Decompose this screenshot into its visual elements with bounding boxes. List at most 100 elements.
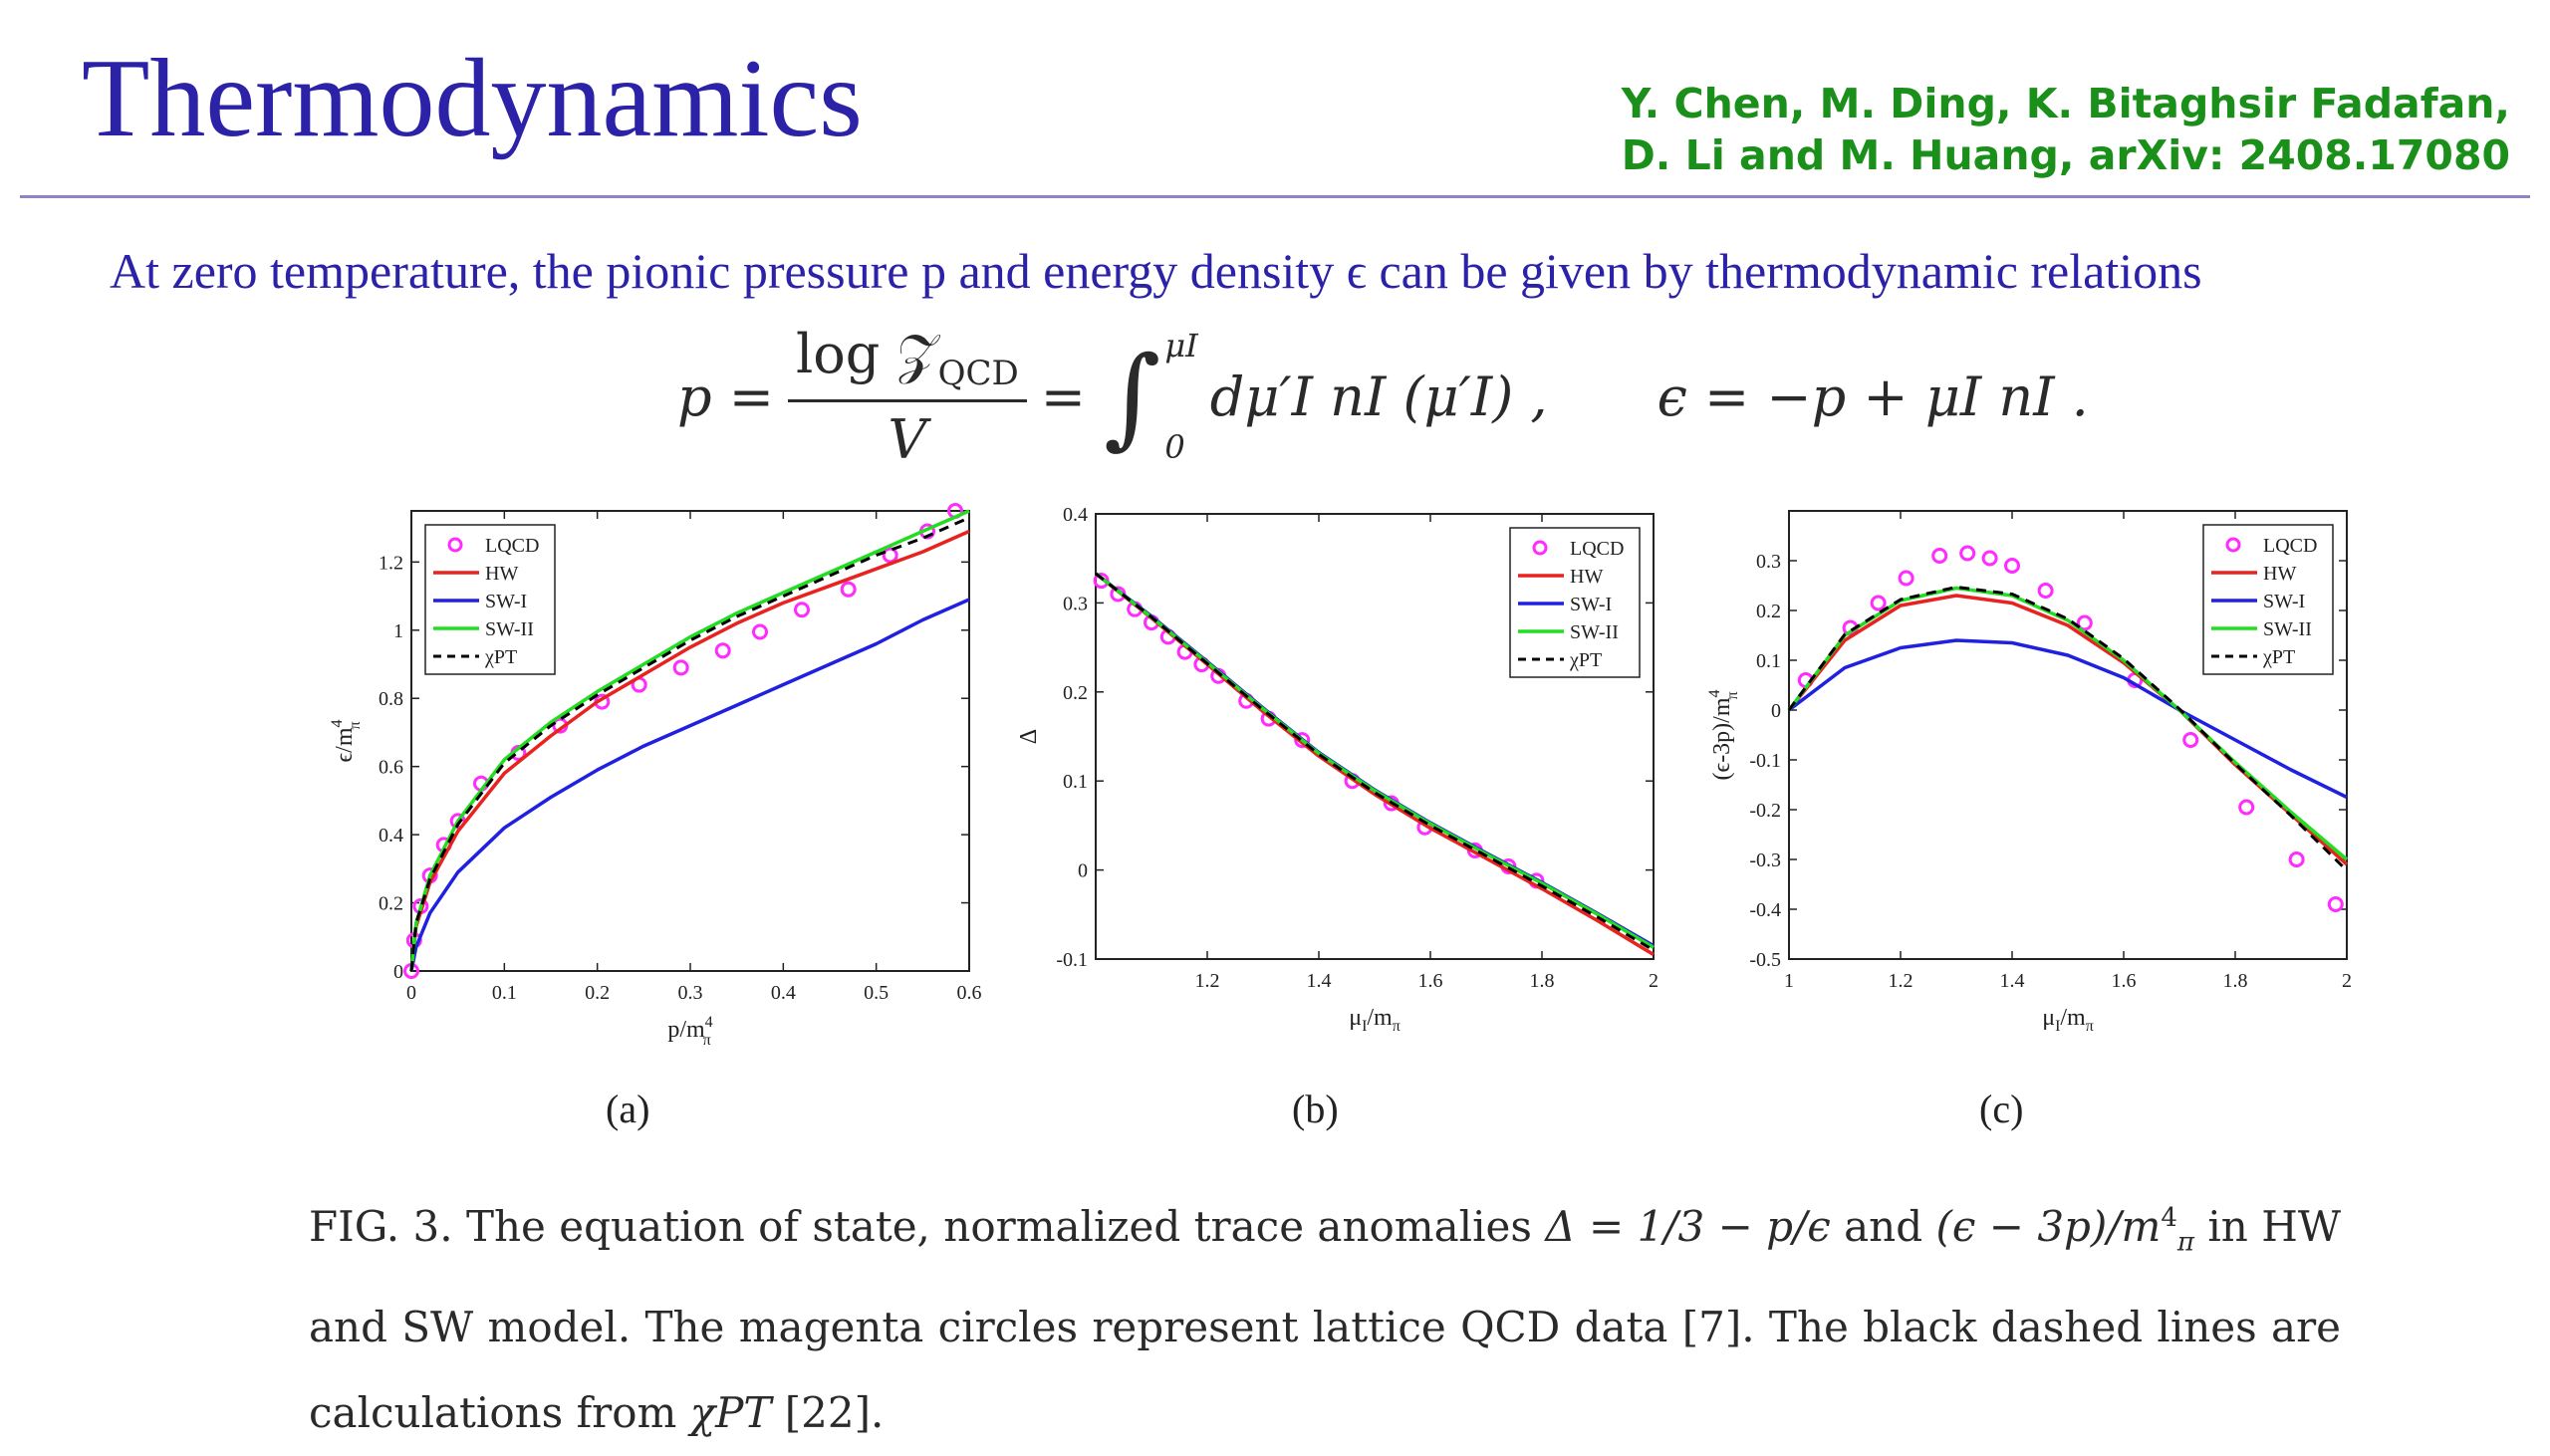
eq-fraction: log 𝒵QCD V [787, 322, 1027, 471]
y-tick-label: 0.1 [1756, 650, 1781, 672]
lqcd-point [1931, 548, 1948, 564]
legend-label: χPT [2262, 646, 2295, 668]
x-tick-label: 0.4 [771, 982, 796, 1004]
legend-label: HW [485, 563, 518, 585]
y-tick-label: 0.1 [1063, 771, 1088, 793]
x-tick-label: 1.2 [1889, 970, 1913, 992]
legend-label: SW-I [2263, 591, 2305, 612]
caption-fig: FIG. 3. [309, 1202, 453, 1251]
y-axis-label: (ϵ-3p)/m4π [1706, 689, 1741, 780]
x-tick-label: 2 [2342, 970, 2352, 992]
lqcd-point [2327, 896, 2344, 912]
eq-energy-density: ϵ = −p + μI nI . [1657, 364, 2089, 428]
legend-label: HW [1570, 566, 1603, 588]
lqcd-point [1981, 550, 1998, 567]
x-tick-label: 1.4 [1307, 970, 1332, 992]
panel-label-c: (c) [1979, 1087, 2024, 1131]
legend-label: χPT [1569, 649, 1602, 671]
lqcd-point [2288, 851, 2305, 867]
eq-numerator-text: log 𝒵 [795, 322, 938, 385]
caption-ref: [22]. [771, 1388, 885, 1438]
x-axis-label: μI/mπ [1349, 1005, 1401, 1035]
y-tick-label: 0.6 [379, 757, 403, 779]
integral-limits: μI 0 [1164, 327, 1197, 466]
legend-label: LQCD [1570, 538, 1624, 560]
lqcd-point [840, 581, 857, 598]
legend-label: SW-I [485, 591, 527, 612]
legend-lqcd-marker [2225, 537, 2241, 553]
y-tick-label: 0.3 [1063, 593, 1088, 614]
lqcd-point [1959, 545, 1976, 562]
y-tick-label: -0.3 [1749, 849, 1781, 871]
x-axis-label: μI/mπ [2042, 1005, 2094, 1035]
x-tick-label: 1.4 [2000, 970, 2025, 992]
lqcd-point [1294, 732, 1311, 749]
y-axis-label: Δ [1016, 729, 1042, 744]
x-tick-label: 0.2 [585, 982, 610, 1004]
author-citation: Y. Chen, M. Ding, K. Bitaghsir Fadafan, … [1514, 78, 2510, 181]
x-tick-label: 0.3 [678, 982, 703, 1004]
panel-label-a: (a) [606, 1087, 650, 1131]
series-pt-line [409, 516, 970, 972]
x-tick-label: 1.2 [1195, 970, 1220, 992]
y-tick-label: -0.1 [1749, 750, 1781, 772]
chart-eos: 0 0.1 0.2 0.3 0.4 0.5 0.6 0 0.2 0.4 0.6 0.8 1 1.2 LQCD… [329, 503, 982, 1049]
y-tick-label: 0 [1771, 700, 1781, 722]
integral-upper: μI [1164, 327, 1198, 364]
y-tick-label: 0 [1078, 860, 1088, 882]
title-divider [20, 195, 2530, 198]
y-tick-label: -0.1 [1056, 949, 1088, 971]
y-axis-label: ϵ/m4π [329, 719, 364, 762]
y-tick-label: 0.2 [379, 893, 403, 915]
series-pt-line [1787, 586, 2349, 872]
caption-text-1: The equation of state, normalized trace … [452, 1202, 1546, 1251]
y-tick-label: 1.2 [379, 552, 403, 574]
legend-label: SW-II [1570, 621, 1619, 643]
x-axis-label: p/m4 π [667, 1014, 712, 1049]
integral-sign: ∫ [1104, 333, 1161, 460]
legend-label: LQCD [485, 535, 539, 557]
eq-numerator: log 𝒵QCD [787, 322, 1027, 402]
series-swii-line [409, 509, 970, 972]
legend-lqcd-marker [1532, 540, 1548, 556]
legend-label: SW-II [485, 618, 534, 640]
chart-trace-anomaly-delta: 1.2 1.4 1.6 1.8 2 -0.1 0 0.1 0.2 0.3 0.4 LQCD HW SW-I… [1016, 504, 1658, 1035]
slide-title: Thermodynamics [82, 37, 863, 160]
lqcd-point [2076, 614, 2093, 631]
y-tick-label: 0.4 [379, 825, 403, 847]
intro-text: At zero temperature, the pionic pressure… [110, 243, 2202, 299]
lqcd-point [2037, 583, 2054, 599]
lqcd-point [2238, 799, 2255, 816]
y-tick-label: 0.8 [379, 688, 403, 710]
lqcd-point [2004, 558, 2020, 574]
y-tick-label: 0.4 [1063, 504, 1088, 526]
x-tick-label: 0.6 [957, 982, 982, 1004]
x-tick-label: 2 [1649, 970, 1658, 992]
x-tick-label: 1.6 [1418, 970, 1443, 992]
caption-delta-expr: Δ = 1/3 − p/ϵ [1545, 1202, 1831, 1251]
x-tick-label: 1.6 [2112, 970, 2137, 992]
x-tick-label: 1 [1784, 970, 1794, 992]
lqcd-point [794, 602, 810, 618]
chart-trace-anomaly-e3p: 1 1.2 1.4 1.6 1.8 2 -0.5 -0.4 -0.3 -0.2 -0.1 0 0.1 0.… [1706, 510, 2352, 1035]
y-tick-label: 0.3 [1756, 551, 1781, 573]
thermodynamic-equation: p = log 𝒵QCD V = ∫ μI 0 dμ′I nI (μ′I) , … [677, 317, 2089, 476]
series-swi-line [409, 598, 970, 972]
lqcd-point [1870, 595, 1887, 611]
legend-label: χPT [484, 646, 517, 668]
y-tick-label: 0 [393, 961, 403, 983]
caption-anomaly-expr: (ϵ − 3p)/m [1935, 1202, 2162, 1251]
series-swi-line [1787, 638, 2348, 800]
legend-label: SW-I [1570, 594, 1612, 615]
caption-and: and [1830, 1202, 1936, 1251]
y-tick-label: -0.5 [1749, 949, 1781, 971]
y-tick-label: 0.2 [1063, 682, 1088, 704]
x-tick-label: 0.1 [492, 982, 517, 1004]
legend-label: HW [2263, 563, 2296, 585]
y-tick-label: 1 [393, 620, 403, 642]
x-tick-label: 0 [406, 982, 416, 1004]
y-tick-label: -0.2 [1749, 800, 1781, 822]
x-tick-label: 0.5 [864, 982, 889, 1004]
y-tick-label: -0.4 [1749, 899, 1781, 921]
